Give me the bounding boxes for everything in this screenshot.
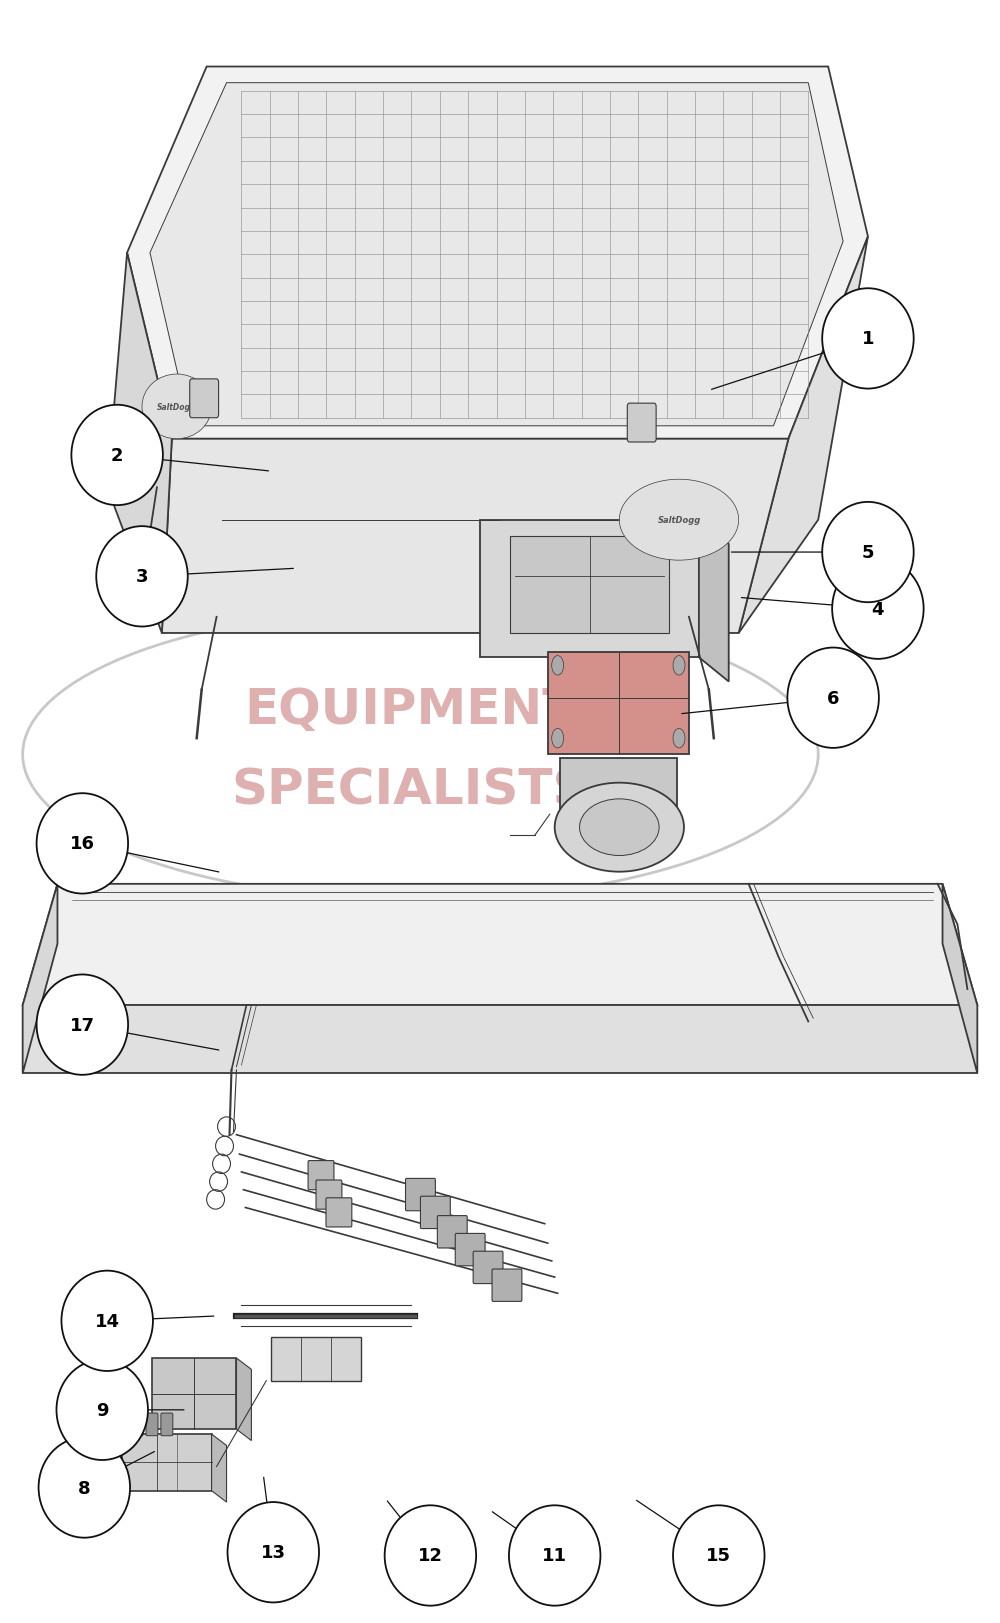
Ellipse shape bbox=[37, 794, 128, 894]
Text: SPECIALISTS: SPECIALISTS bbox=[232, 766, 589, 815]
Text: 9: 9 bbox=[96, 1401, 108, 1419]
Text: 3: 3 bbox=[136, 568, 148, 586]
Text: 2: 2 bbox=[111, 446, 123, 464]
FancyBboxPatch shape bbox=[406, 1178, 435, 1211]
Text: 6: 6 bbox=[827, 690, 839, 708]
Polygon shape bbox=[122, 1435, 212, 1492]
Polygon shape bbox=[943, 885, 977, 1073]
FancyBboxPatch shape bbox=[492, 1269, 522, 1302]
FancyBboxPatch shape bbox=[420, 1196, 450, 1229]
Polygon shape bbox=[699, 521, 729, 682]
Ellipse shape bbox=[228, 1503, 319, 1602]
Polygon shape bbox=[236, 1358, 251, 1441]
Text: SaltDogg: SaltDogg bbox=[657, 516, 701, 524]
FancyBboxPatch shape bbox=[316, 1180, 342, 1209]
Polygon shape bbox=[127, 68, 868, 440]
Polygon shape bbox=[271, 1337, 361, 1381]
Polygon shape bbox=[480, 521, 699, 657]
Text: 16: 16 bbox=[70, 834, 95, 852]
Ellipse shape bbox=[822, 289, 914, 390]
Polygon shape bbox=[23, 885, 57, 1073]
FancyBboxPatch shape bbox=[326, 1198, 352, 1227]
Text: 4: 4 bbox=[872, 601, 884, 618]
FancyBboxPatch shape bbox=[190, 380, 219, 419]
Text: 11: 11 bbox=[542, 1547, 567, 1565]
Ellipse shape bbox=[37, 975, 128, 1074]
FancyBboxPatch shape bbox=[146, 1414, 158, 1436]
FancyBboxPatch shape bbox=[131, 1414, 143, 1436]
Polygon shape bbox=[150, 84, 843, 427]
FancyBboxPatch shape bbox=[627, 404, 656, 443]
Text: 17: 17 bbox=[70, 1016, 95, 1034]
Circle shape bbox=[673, 729, 685, 748]
Polygon shape bbox=[548, 652, 689, 755]
Polygon shape bbox=[107, 253, 172, 633]
Ellipse shape bbox=[56, 1360, 148, 1461]
Text: 5: 5 bbox=[862, 544, 874, 562]
Text: 1: 1 bbox=[862, 329, 874, 349]
FancyBboxPatch shape bbox=[473, 1251, 503, 1284]
Ellipse shape bbox=[61, 1271, 153, 1371]
Text: 14: 14 bbox=[95, 1311, 120, 1329]
Ellipse shape bbox=[787, 648, 879, 748]
Polygon shape bbox=[212, 1435, 227, 1503]
Text: 12: 12 bbox=[418, 1547, 443, 1565]
Ellipse shape bbox=[509, 1506, 600, 1605]
Ellipse shape bbox=[39, 1438, 130, 1537]
Text: SaltDogg: SaltDogg bbox=[157, 403, 197, 412]
Text: 8: 8 bbox=[78, 1479, 91, 1496]
Polygon shape bbox=[510, 537, 669, 633]
Ellipse shape bbox=[385, 1506, 476, 1605]
Text: 15: 15 bbox=[706, 1547, 731, 1565]
Ellipse shape bbox=[619, 480, 739, 562]
Ellipse shape bbox=[673, 1506, 765, 1605]
FancyBboxPatch shape bbox=[161, 1414, 173, 1436]
FancyBboxPatch shape bbox=[455, 1233, 485, 1266]
Ellipse shape bbox=[822, 503, 914, 602]
Ellipse shape bbox=[71, 406, 163, 506]
FancyBboxPatch shape bbox=[437, 1216, 467, 1248]
Ellipse shape bbox=[142, 375, 212, 440]
Ellipse shape bbox=[96, 527, 188, 626]
Text: EQUIPMENT: EQUIPMENT bbox=[244, 685, 577, 734]
Circle shape bbox=[673, 656, 685, 675]
Polygon shape bbox=[739, 237, 868, 633]
Circle shape bbox=[552, 656, 564, 675]
Polygon shape bbox=[162, 440, 788, 633]
Circle shape bbox=[552, 729, 564, 748]
Ellipse shape bbox=[555, 784, 684, 872]
Text: 13: 13 bbox=[261, 1543, 286, 1561]
FancyBboxPatch shape bbox=[308, 1160, 334, 1190]
Ellipse shape bbox=[580, 800, 659, 855]
Polygon shape bbox=[23, 1006, 977, 1073]
Polygon shape bbox=[152, 1358, 236, 1430]
Ellipse shape bbox=[832, 560, 924, 659]
Polygon shape bbox=[560, 758, 677, 815]
Polygon shape bbox=[23, 885, 977, 1006]
